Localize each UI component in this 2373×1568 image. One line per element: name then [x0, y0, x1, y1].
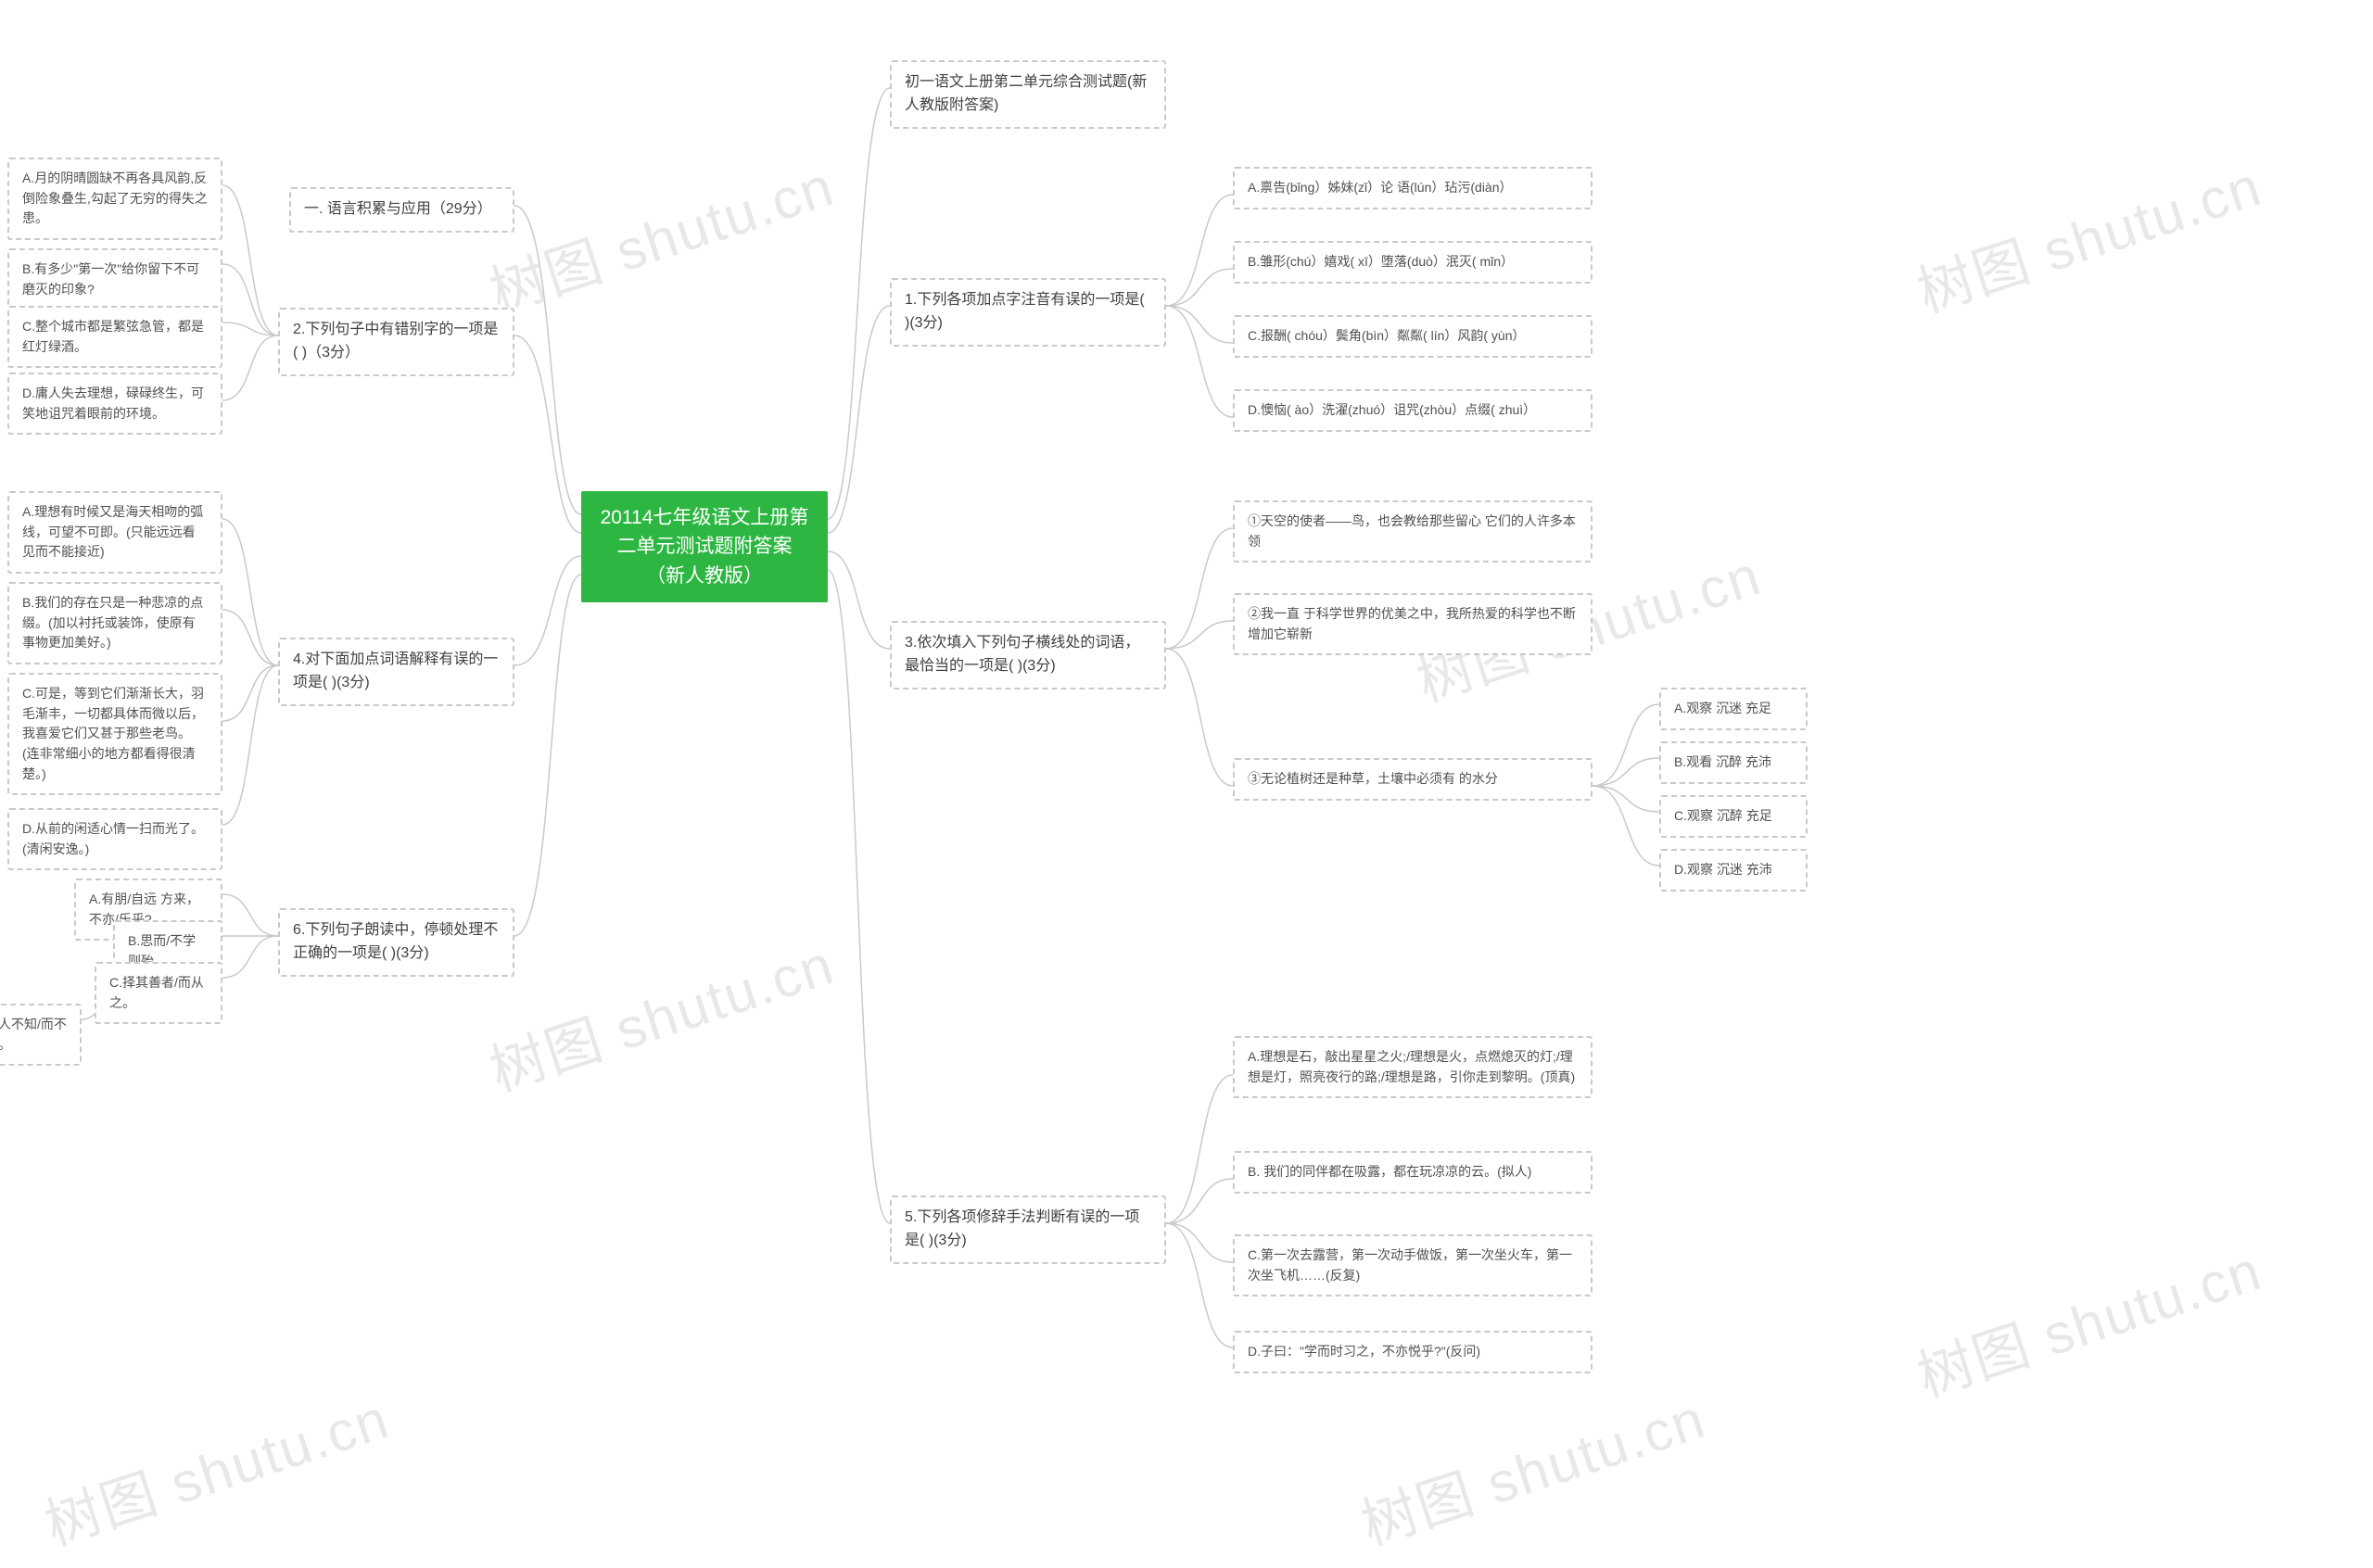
watermark: 树图 shutu.cn [478, 920, 844, 1107]
left-b6-c: C.择其善者/而从之。 [95, 962, 222, 1024]
left-b6-d: D.人不知/而不愠。 [0, 1004, 82, 1066]
right-b1-c: C.报酬( chóu）鬓角(bìn）粼粼( lín）风韵( yùn） [1233, 315, 1593, 358]
left-b2-d: D.庸人失去理想，碌碌终生，可笑地诅咒着眼前的环境。 [7, 373, 222, 435]
right-b1-d: D.懊恼( ào）洗濯(zhuó）诅咒(zhòu）点缀( zhuì） [1233, 389, 1593, 432]
root-node: 20114七年级语文上册第二单元测试题附答案（新人教版） [581, 491, 828, 602]
left-branch-1: 一. 语言积累与应用（29分） [289, 187, 514, 233]
left-b4-c: C.可是，等到它们渐渐长大，羽毛渐丰，一切都具体而微以后，我喜爱它们又甚于那些老… [7, 673, 222, 795]
left-b2-c: C.整个城市都是繁弦急管，都是红灯绿酒。 [7, 306, 222, 368]
right-b3-c3-d: D.观察 沉迷 充沛 [1659, 849, 1808, 891]
left-branch-6: 6.下列句子朗读中，停顿处理不正确的一项是( )(3分) [278, 908, 514, 977]
right-b1-a: A.禀告(bǐng）姊妹(zǐ）论 语(lún）玷污(diàn） [1233, 167, 1593, 209]
left-b2-b: B.有多少"第一次"给你留下不可磨灭的印象? [7, 248, 222, 310]
left-branch-4: 4.对下面加点词语解释有误的一项是( )(3分) [278, 638, 514, 706]
left-branch-2: 2.下列句子中有错别字的一项是( )（3分） [278, 308, 514, 376]
right-b3-c3-c: C.观察 沉醉 充足 [1659, 795, 1808, 838]
right-b3-c1: ①天空的使者——鸟，也会教给那些留心 它们的人许多本领 [1233, 500, 1593, 563]
left-b2-a: A.月的阴晴圆缺不再各具风韵,反倒险象叠生,勾起了无穷的得失之患。 [7, 158, 222, 240]
watermark: 树图 shutu.cn [478, 142, 844, 329]
watermark: 树图 shutu.cn [1350, 1374, 1715, 1562]
right-b5-d: D.子曰："学而时习之，不亦悦乎?"(反问) [1233, 1331, 1593, 1373]
right-branch-1: 1.下列各项加点字注音有误的一项是( )(3分) [890, 278, 1166, 347]
left-b4-b: B.我们的存在只是一种悲凉的点缀。(加以衬托或装饰，使原有事物更加美好。) [7, 582, 222, 664]
left-b4-d: D.从前的闲适心情一扫而光了。(清闲安逸。) [7, 808, 222, 870]
right-b5-c: C.第一次去露营，第一次动手做饭，第一次坐火车，第一次坐飞机……(反复) [1233, 1234, 1593, 1296]
watermark: 树图 shutu.cn [1906, 142, 2271, 329]
watermark: 树图 shutu.cn [33, 1374, 399, 1562]
right-b3-c2: ②我一直 于科学世界的优美之中，我所热爱的科学也不断增加它崭新 [1233, 593, 1593, 655]
right-b1-b: B.雏形(chú）嬉戏( xī）堕落(duò）泯灭( mǐn） [1233, 241, 1593, 284]
right-branch-3: 3.依次填入下列句子横线处的词语，最恰当的一项是( )(3分) [890, 621, 1166, 689]
right-intro: 初一语文上册第二单元综合测试题(新人教版附答案) [890, 60, 1166, 129]
right-b5-b: B. 我们的同伴都在吸露，都在玩凉凉的云。(拟人) [1233, 1151, 1593, 1194]
right-b5-a: A.理想是石，敲出星星之火;/理想是火，点燃熄灭的灯;/理想是灯，照亮夜行的路;… [1233, 1036, 1593, 1098]
right-b3-c3-b: B.观看 沉醉 充沛 [1659, 741, 1808, 784]
watermark: 树图 shutu.cn [1906, 1226, 2271, 1413]
connectors-layer [0, 0, 2373, 1568]
right-b3-c3: ③无论植树还是种草，土壤中必须有 的水分 [1233, 758, 1593, 801]
right-branch-5: 5.下列各项修辞手法判断有误的一项是( )(3分) [890, 1195, 1166, 1264]
left-b4-a: A.理想有时候又是海天相吻的弧线，可望不可即。(只能远远看见而不能接近) [7, 491, 222, 574]
right-b3-c3-a: A.观察 沉迷 充足 [1659, 688, 1808, 730]
